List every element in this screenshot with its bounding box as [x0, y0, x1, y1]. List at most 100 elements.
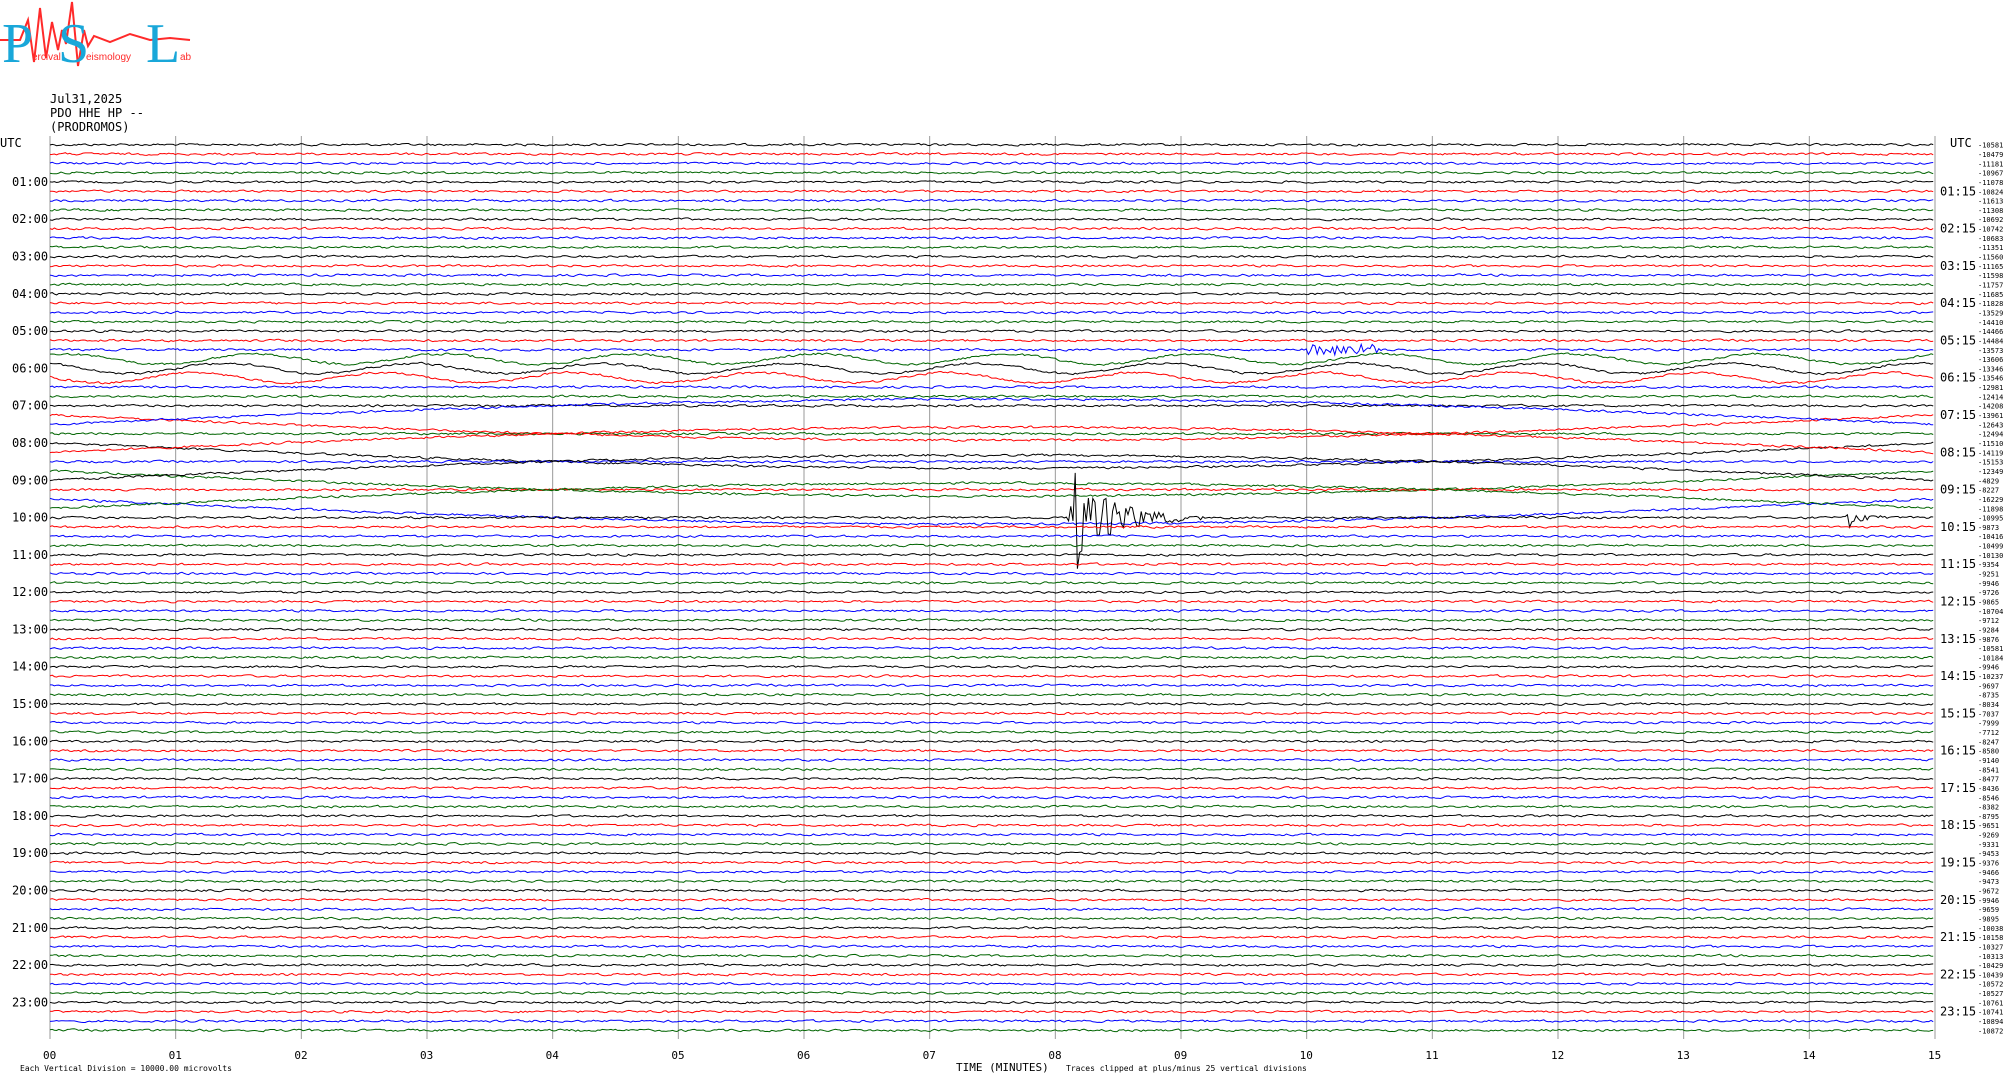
trace-offset-55: -10581 — [1978, 645, 2003, 653]
trace-offset-73: -8795 — [1978, 813, 1999, 821]
trace-87 — [49, 944, 1934, 949]
trace-offset-85: -10038 — [1978, 925, 2003, 933]
trace-11 — [49, 235, 1934, 240]
left-hour-label-17-00: 17:00 — [12, 772, 48, 786]
right-hour-label-23-15: 23:15 — [1940, 1005, 1976, 1019]
trace-offset-10: -10742 — [1978, 226, 2003, 234]
trace-90 — [50, 972, 1934, 977]
trace-offset-52: -9712 — [1978, 617, 1999, 625]
trace-offset-65: -8247 — [1978, 738, 1999, 746]
trace-offset-21: -14466 — [1978, 328, 2003, 336]
minute-grid — [49, 136, 1936, 1039]
trace-offset-48: -9946 — [1978, 580, 1999, 588]
trace-94 — [49, 1009, 1934, 1014]
x-tick-05: 05 — [671, 1049, 684, 1062]
right-axis-title: UTC — [1950, 136, 1972, 150]
logo-letter-l: L — [146, 13, 180, 72]
trace-offset-94: -10741 — [1978, 1009, 2003, 1017]
right-hour-label-09-15: 09:15 — [1940, 483, 1976, 497]
trace-offset-71: -8546 — [1978, 794, 1999, 802]
trace-offset-13: -11560 — [1978, 254, 2003, 262]
trace-51 — [49, 608, 1934, 613]
trace-offset-80: -9473 — [1978, 878, 1999, 886]
trace-offset-7: -11613 — [1978, 198, 2003, 206]
trace-33 — [49, 441, 1934, 471]
x-tick-13: 13 — [1677, 1049, 1690, 1062]
trace-offset-14: -11165 — [1978, 263, 2003, 271]
trace-10 — [49, 226, 1934, 231]
trace-65 — [49, 739, 1934, 744]
left-hour-label-18-00: 18:00 — [12, 809, 48, 823]
logo-word-1: ercival — [32, 52, 61, 63]
trace-offset-84: -9895 — [1978, 915, 1999, 923]
right-hour-label-19-15: 19:15 — [1940, 856, 1976, 870]
footer-clip-note: Traces clipped at plus/minus 25 vertical… — [1066, 1064, 1307, 1073]
trace-43 — [49, 534, 1934, 539]
station-name: (PRODROMOS) — [50, 120, 130, 134]
trace-offset-42: -9873 — [1978, 524, 1999, 532]
logo-seismic-trace — [0, 1, 191, 67]
logo-letter-s: S — [58, 13, 89, 72]
trace-offset-31: -12643 — [1978, 421, 2003, 429]
trace-57 — [49, 664, 1934, 669]
trace-80 — [49, 879, 1934, 883]
trace-offset-8: -11308 — [1978, 207, 2003, 215]
left-hour-label-09-00: 09:00 — [12, 473, 48, 487]
right-hour-label-01-15: 01:15 — [1940, 184, 1976, 198]
right-hour-label-18-15: 18:15 — [1940, 818, 1976, 832]
trace-offset-69: -8477 — [1978, 776, 1999, 784]
trace-13 — [49, 254, 1934, 259]
trace-7 — [50, 198, 1934, 203]
trace-offset-40: -11898 — [1978, 505, 2003, 513]
trace-48 — [49, 580, 1934, 585]
trace-47 — [49, 571, 1934, 576]
trace-60 — [49, 692, 1934, 697]
trace-36 — [49, 469, 1934, 499]
trace-35 — [49, 459, 1934, 464]
trace-45 — [49, 552, 1934, 557]
left-hour-labels: 01:00 02:00 03:00 04:00 05:00 06:00 07:00 08:00… — [12, 175, 48, 1009]
trace-77 — [49, 851, 1934, 856]
trace-offset-29: -14208 — [1978, 403, 2003, 411]
x-tick-03: 03 — [420, 1049, 433, 1062]
trace-84 — [49, 916, 1934, 921]
trace-offset-28: -12414 — [1978, 393, 2003, 401]
left-hour-label-20-00: 20:00 — [12, 883, 48, 897]
trace-41 — [49, 472, 1934, 569]
trace-68 — [49, 767, 1934, 772]
trace-offset-30: -13961 — [1978, 412, 2003, 420]
trace-offset-56: -10184 — [1978, 654, 2003, 662]
trace-offset-46: -9354 — [1978, 561, 1999, 569]
trace-offset-33: -11510 — [1978, 440, 2003, 448]
trace-offset-32: -12494 — [1978, 431, 2003, 439]
trace-79 — [49, 869, 1934, 874]
left-axis-title: UTC — [0, 136, 22, 150]
trace-30 — [49, 413, 1934, 443]
right-hour-label-08-15: 08:15 — [1940, 445, 1976, 459]
trace-offset-11: -10683 — [1978, 235, 2003, 243]
left-hour-label-13-00: 13:00 — [12, 622, 48, 636]
x-tick-02: 02 — [294, 1049, 307, 1062]
left-hour-label-04-00: 04:00 — [12, 287, 48, 301]
trace-offset-61: -8034 — [1978, 701, 1999, 709]
right-hour-label-05-15: 05:15 — [1940, 333, 1976, 347]
x-tick-14: 14 — [1802, 1049, 1816, 1062]
trace-offset-58: -10237 — [1978, 673, 2003, 681]
trace-offset-90: -10439 — [1978, 971, 2003, 979]
left-hour-label-06-00: 06:00 — [12, 361, 48, 375]
trace-89 — [49, 963, 1934, 968]
trace-56 — [49, 655, 1934, 660]
x-tick-08: 08 — [1048, 1049, 1061, 1062]
right-hour-label-20-15: 20:15 — [1940, 893, 1976, 907]
trace-offset-60: -8735 — [1978, 692, 1999, 700]
right-hour-label-04-15: 04:15 — [1940, 296, 1976, 310]
trace-22 — [49, 338, 1934, 343]
trace-67 — [49, 758, 1934, 762]
trace-53 — [49, 627, 1934, 632]
x-tick-10: 10 — [1300, 1049, 1313, 1062]
left-hour-label-23-00: 23:00 — [12, 995, 48, 1009]
trace-offset-75: -9269 — [1978, 832, 1999, 840]
trace-63 — [49, 720, 1934, 725]
x-tick-00: 00 — [43, 1049, 56, 1062]
trace-offset-76: -9331 — [1978, 841, 1999, 849]
